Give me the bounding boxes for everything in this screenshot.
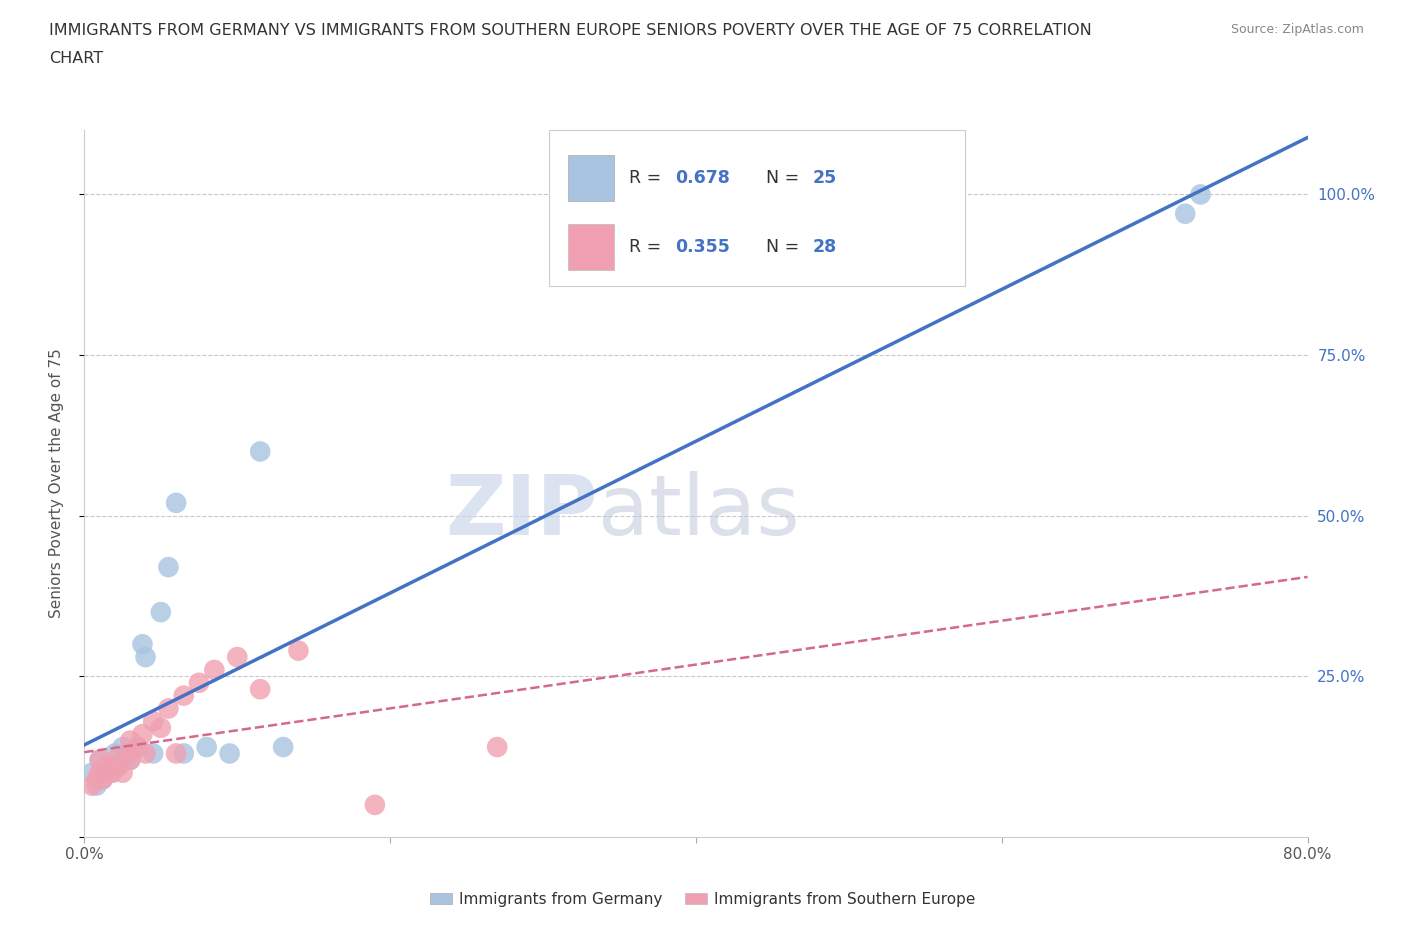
- Point: [218, 746, 240, 761]
- Point: [111, 739, 134, 754]
- Point: [131, 637, 153, 652]
- Point: [149, 604, 172, 619]
- Text: R =: R =: [628, 169, 666, 187]
- Y-axis label: Seniors Poverty Over the Age of 75: Seniors Poverty Over the Age of 75: [49, 349, 63, 618]
- Point: [131, 726, 153, 741]
- Point: [188, 675, 211, 690]
- Point: [91, 772, 114, 787]
- Point: [104, 746, 127, 761]
- Text: ZIP: ZIP: [446, 472, 598, 552]
- Point: [1174, 206, 1197, 221]
- Point: [101, 765, 124, 780]
- Text: 0.355: 0.355: [675, 238, 730, 256]
- Point: [89, 752, 111, 767]
- Bar: [550, 130, 965, 286]
- Point: [165, 496, 187, 511]
- Point: [120, 733, 142, 748]
- Point: [173, 688, 195, 703]
- Point: [111, 765, 134, 780]
- Point: [165, 746, 187, 761]
- Text: 0.678: 0.678: [675, 169, 730, 187]
- Text: 28: 28: [813, 238, 837, 256]
- Point: [96, 759, 118, 774]
- Point: [86, 778, 108, 793]
- Point: [1189, 187, 1212, 202]
- Point: [115, 746, 138, 761]
- Point: [173, 746, 195, 761]
- Legend: Immigrants from Germany, Immigrants from Southern Europe: Immigrants from Germany, Immigrants from…: [425, 886, 981, 913]
- Point: [157, 560, 180, 575]
- Point: [364, 797, 387, 812]
- Text: N =: N =: [766, 169, 804, 187]
- Text: R =: R =: [628, 238, 666, 256]
- Point: [249, 682, 271, 697]
- Point: [89, 752, 111, 767]
- Point: [271, 739, 294, 754]
- Text: N =: N =: [766, 238, 804, 256]
- Point: [107, 759, 129, 774]
- Bar: [568, 155, 614, 201]
- Point: [486, 739, 509, 754]
- Point: [120, 752, 142, 767]
- Point: [157, 701, 180, 716]
- Text: 25: 25: [813, 169, 837, 187]
- Text: atlas: atlas: [598, 472, 800, 552]
- Text: IMMIGRANTS FROM GERMANY VS IMMIGRANTS FROM SOUTHERN EUROPE SENIORS POVERTY OVER : IMMIGRANTS FROM GERMANY VS IMMIGRANTS FR…: [49, 23, 1092, 38]
- Point: [101, 765, 124, 780]
- Point: [120, 752, 142, 767]
- Point: [80, 778, 103, 793]
- Point: [142, 714, 165, 729]
- Point: [96, 759, 118, 774]
- Point: [91, 772, 114, 787]
- Text: CHART: CHART: [49, 51, 103, 66]
- Point: [202, 662, 225, 677]
- Point: [127, 739, 149, 754]
- Point: [135, 650, 157, 665]
- Point: [135, 746, 157, 761]
- Point: [86, 772, 108, 787]
- Point: [107, 759, 129, 774]
- Point: [89, 765, 111, 780]
- Text: Source: ZipAtlas.com: Source: ZipAtlas.com: [1230, 23, 1364, 36]
- Point: [127, 739, 149, 754]
- Point: [142, 746, 165, 761]
- Point: [115, 746, 138, 761]
- Point: [287, 644, 309, 658]
- Point: [149, 721, 172, 736]
- Bar: [568, 224, 614, 270]
- Point: [104, 752, 127, 767]
- Point: [195, 739, 218, 754]
- Point: [249, 444, 271, 458]
- Point: [80, 765, 103, 780]
- Point: [226, 650, 249, 665]
